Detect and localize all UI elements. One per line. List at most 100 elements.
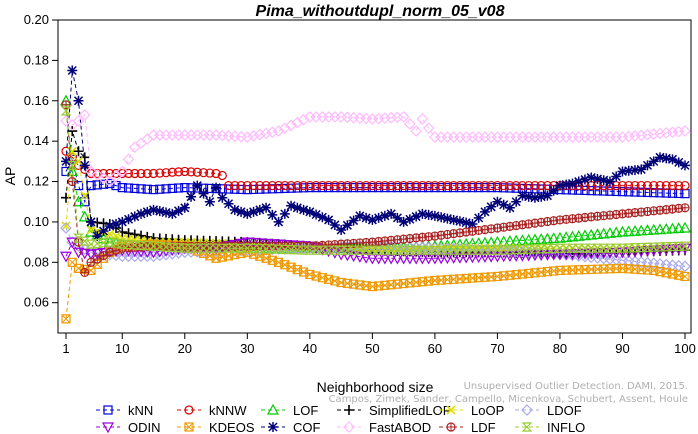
data-point [80, 267, 90, 278]
data-point [503, 251, 516, 263]
legend-item-knn: kNN [96, 403, 153, 418]
data-point [373, 245, 385, 255]
data-point [636, 164, 647, 175]
data-point [642, 180, 653, 191]
data-point [173, 205, 184, 216]
data-point [566, 249, 579, 261]
y-tick-label: 0.12 [24, 174, 49, 189]
data-point [247, 130, 260, 142]
data-point [311, 209, 322, 220]
data-point [422, 122, 435, 134]
data-point [654, 127, 666, 140]
x-tick-label: 20 [178, 341, 192, 356]
data-point [67, 126, 78, 137]
x-tick-label: 10 [115, 341, 129, 356]
data-point [636, 180, 646, 191]
legend-swatch-marker [344, 405, 354, 415]
data-point [542, 180, 553, 191]
data-point [510, 251, 523, 262]
data-point [435, 245, 447, 255]
legend: kNN kNNW LOF SimplifiedLOF LoOP LDOF ODIN KDEOS… [96, 403, 585, 434]
data-point [624, 180, 634, 191]
data-point [573, 243, 585, 253]
data-point [491, 245, 503, 255]
data-point [73, 180, 84, 191]
data-point [173, 183, 184, 193]
data-point [511, 183, 521, 193]
watermark-line-1: Unsupervised Outlier Detection. DAMI, 20… [464, 381, 688, 392]
data-point [273, 216, 284, 227]
data-point [136, 168, 146, 179]
data-point [666, 126, 679, 139]
data-point [535, 250, 548, 262]
series-line [65, 243, 686, 319]
data-point [641, 128, 654, 141]
legend-label: KDEOS [209, 420, 255, 434]
data-point [623, 243, 635, 253]
data-point [673, 157, 684, 168]
data-point [660, 242, 672, 252]
data-point [229, 204, 240, 215]
data-point [528, 250, 541, 262]
data-point [460, 252, 473, 264]
data-point [586, 186, 596, 196]
y-tick-label: 0.14 [24, 133, 49, 148]
data-point [553, 249, 566, 261]
data-point [355, 180, 365, 191]
data-point [579, 174, 590, 185]
data-point [248, 206, 259, 217]
data-point [661, 205, 671, 215]
data-point [486, 180, 496, 191]
data-point [347, 251, 360, 263]
data-point [578, 229, 591, 241]
data-point [180, 183, 190, 193]
data-point [436, 212, 447, 223]
data-point [104, 220, 115, 231]
data-point [72, 195, 85, 207]
data-point [59, 251, 73, 263]
data-point [485, 245, 497, 255]
data-point [667, 154, 678, 165]
data-point [66, 160, 78, 170]
data-point [548, 243, 560, 253]
data-point [654, 242, 666, 252]
data-point [255, 180, 265, 191]
data-point [423, 209, 434, 220]
data-point [361, 180, 371, 191]
x-tick-label: 50 [365, 341, 379, 356]
y-tick-label: 0.06 [24, 295, 49, 310]
data-point [598, 243, 610, 253]
legend-item-kdeos: KDEOS [177, 420, 255, 434]
data-point [286, 200, 297, 211]
series-fastabod [60, 109, 691, 188]
data-point [523, 244, 535, 254]
data-point [604, 243, 616, 253]
data-point [155, 184, 165, 194]
series-line [65, 149, 686, 249]
legend-item-ldf: LDF [439, 420, 496, 434]
data-point [60, 222, 72, 234]
data-point [217, 192, 228, 203]
data-point [67, 65, 78, 76]
data-point [379, 210, 390, 221]
data-point [235, 243, 247, 253]
data-point [616, 225, 629, 237]
legend-item-cof: COF [261, 420, 321, 434]
data-point [254, 204, 265, 215]
series-line [65, 110, 686, 251]
data-point [103, 175, 116, 188]
data-point [392, 212, 403, 223]
data-point [610, 243, 622, 253]
data-point [104, 237, 116, 247]
data-point [530, 180, 540, 191]
data-point [454, 245, 466, 255]
data-point [135, 137, 147, 150]
data-point [485, 251, 498, 263]
data-point [553, 231, 566, 243]
data-point [167, 208, 178, 219]
data-point [416, 113, 429, 125]
data-point [397, 111, 410, 123]
data-point [486, 201, 497, 212]
data-point [173, 167, 184, 177]
data-point [336, 180, 346, 191]
